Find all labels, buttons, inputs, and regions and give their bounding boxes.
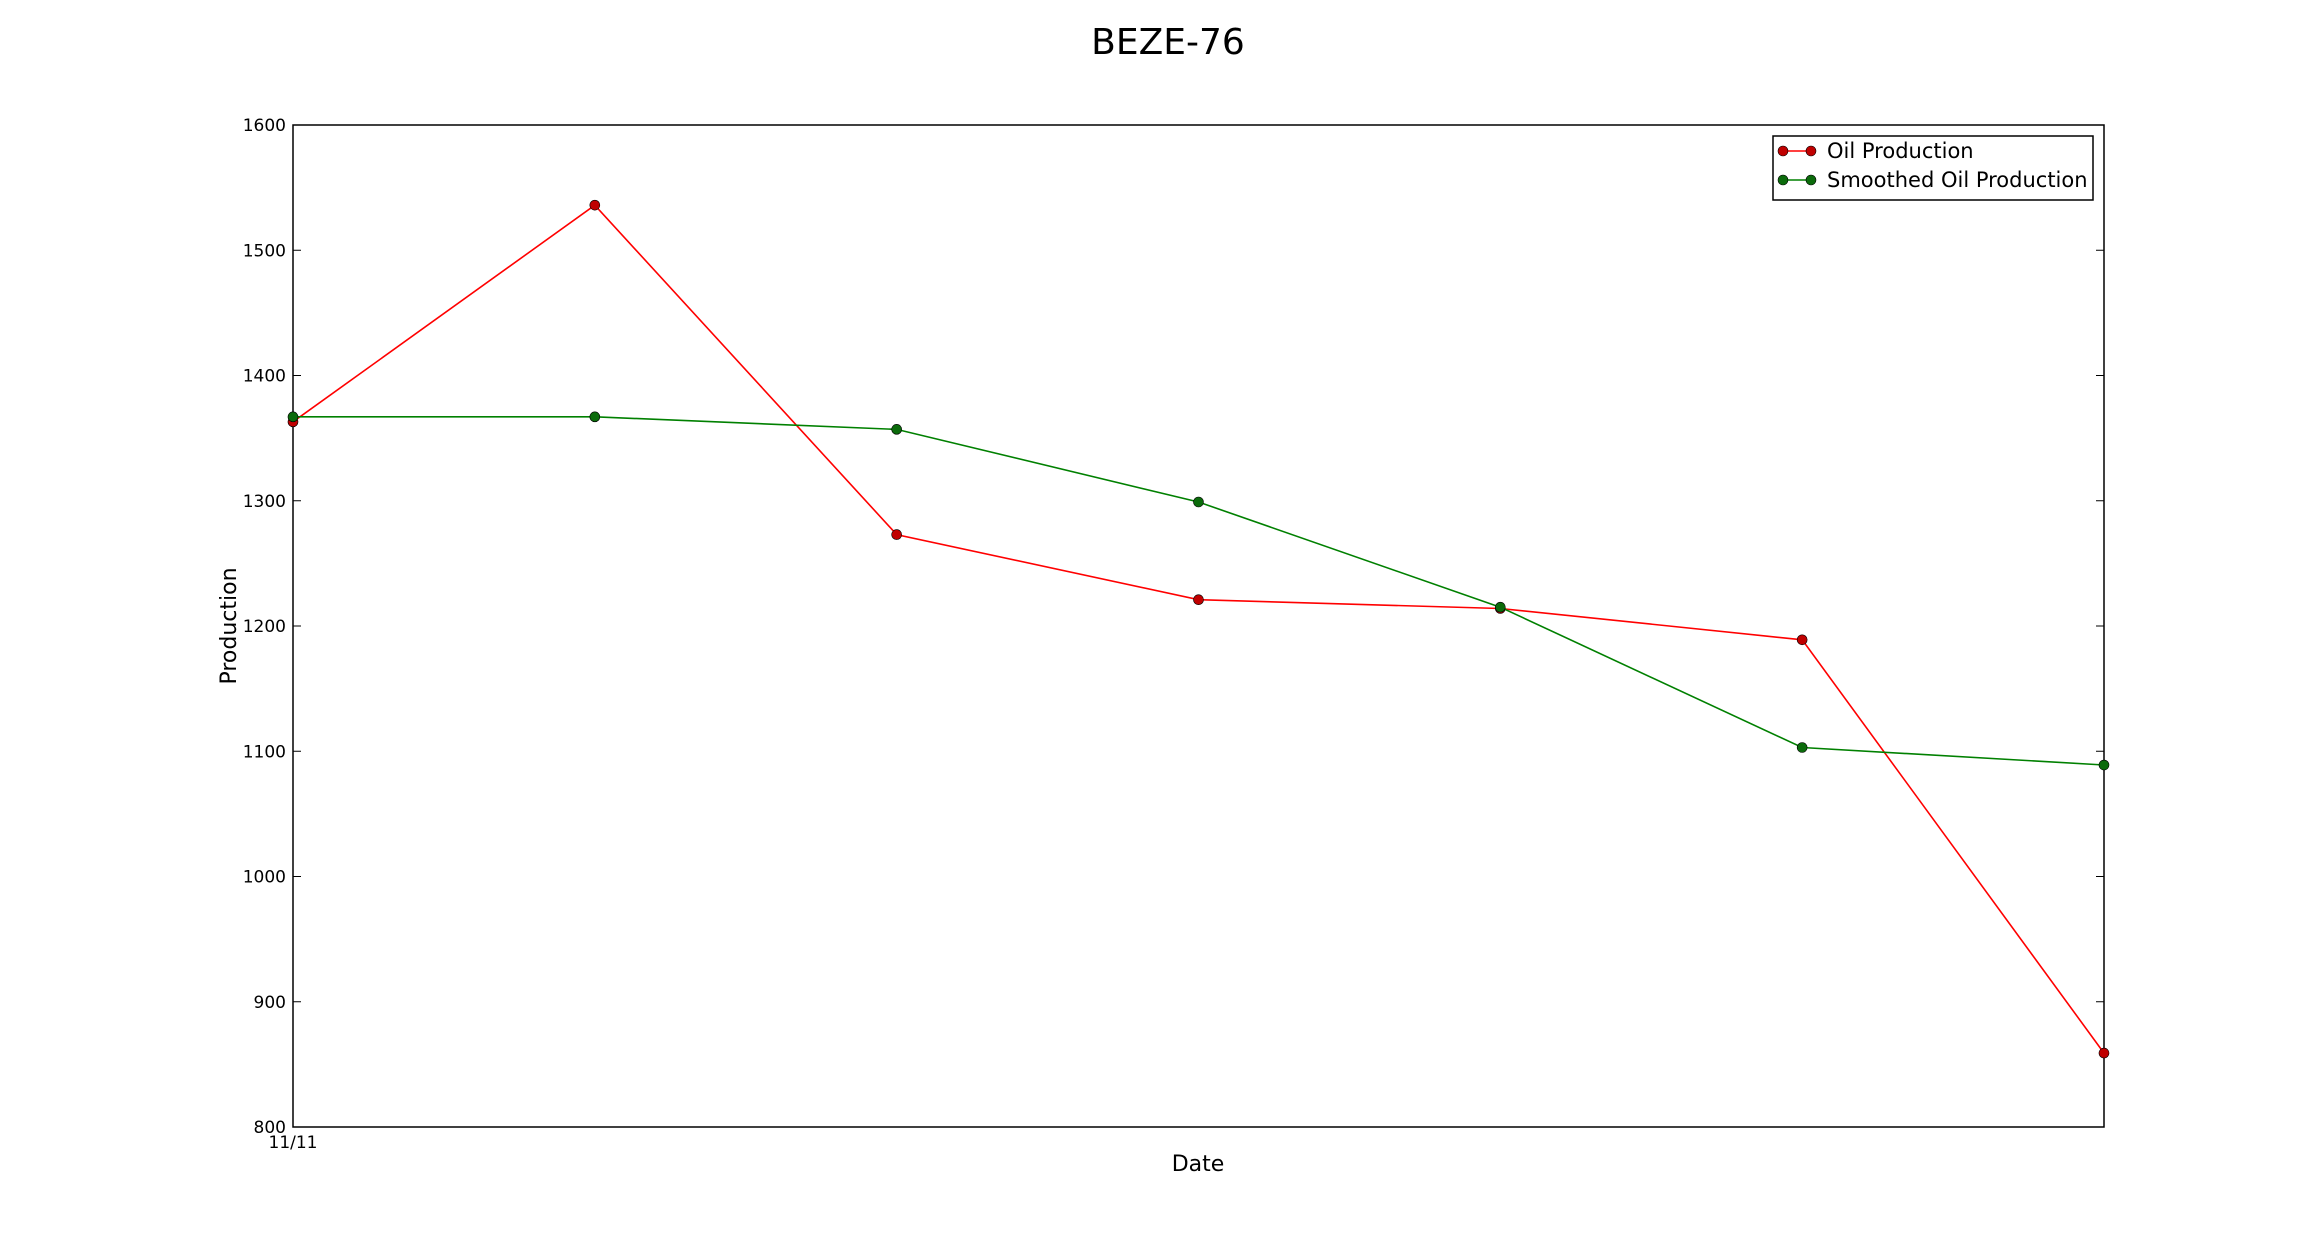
y-tick-label: 1100 <box>243 742 286 762</box>
data-point <box>1796 634 1808 646</box>
y-tick-label: 1600 <box>243 116 286 136</box>
y-axis-ticks: 800 900 1000 1100 1200 1300 1400 1500 1600 <box>243 116 2104 1138</box>
data-point <box>2098 1047 2110 1059</box>
x-tick-label: 11/11 <box>269 1133 318 1153</box>
y-tick-label: 900 <box>254 993 286 1013</box>
data-point <box>1796 742 1808 753</box>
data-point <box>1495 601 1506 613</box>
y-tick-label: 800 <box>254 1118 286 1138</box>
series-line <box>293 415 2105 766</box>
chart-title: BEZE-76 <box>1091 22 1245 63</box>
legend-marker <box>1805 145 1817 157</box>
legend-entry-label: Oil Production <box>1827 139 1974 163</box>
data-point <box>891 424 902 435</box>
plot-area-frame <box>292 124 2105 1128</box>
data-point <box>1193 594 1204 605</box>
y-axis-label: Production <box>217 567 242 684</box>
legend: Oil Production Smoothed Oil Production <box>1772 135 2094 201</box>
data-point <box>891 529 902 540</box>
y-tick-label: 1500 <box>243 241 286 261</box>
series-layer <box>287 199 2110 1059</box>
legend-marker <box>1777 145 1789 157</box>
data-point <box>589 411 601 423</box>
legend-entry-label: Smoothed Oil Production <box>1827 168 2088 192</box>
series-1 <box>287 199 2110 1059</box>
y-tick-label: 1400 <box>243 367 286 387</box>
series-2 <box>287 411 2110 771</box>
legend-box <box>1772 135 2094 201</box>
x-axis-ticks: 11/11 <box>269 1119 318 1153</box>
series-line <box>292 204 2105 1054</box>
legend-marker <box>1777 174 1789 186</box>
data-point <box>1193 496 1204 508</box>
x-axis-label: Date <box>1172 1152 1225 1177</box>
y-tick-label: 1000 <box>243 868 286 888</box>
y-tick-label: 1300 <box>243 492 286 512</box>
y-tick-label: 1200 <box>243 617 286 637</box>
data-point <box>589 199 601 211</box>
data-point <box>287 411 299 423</box>
legend-marker <box>1805 174 1817 186</box>
data-point <box>2098 759 2110 771</box>
